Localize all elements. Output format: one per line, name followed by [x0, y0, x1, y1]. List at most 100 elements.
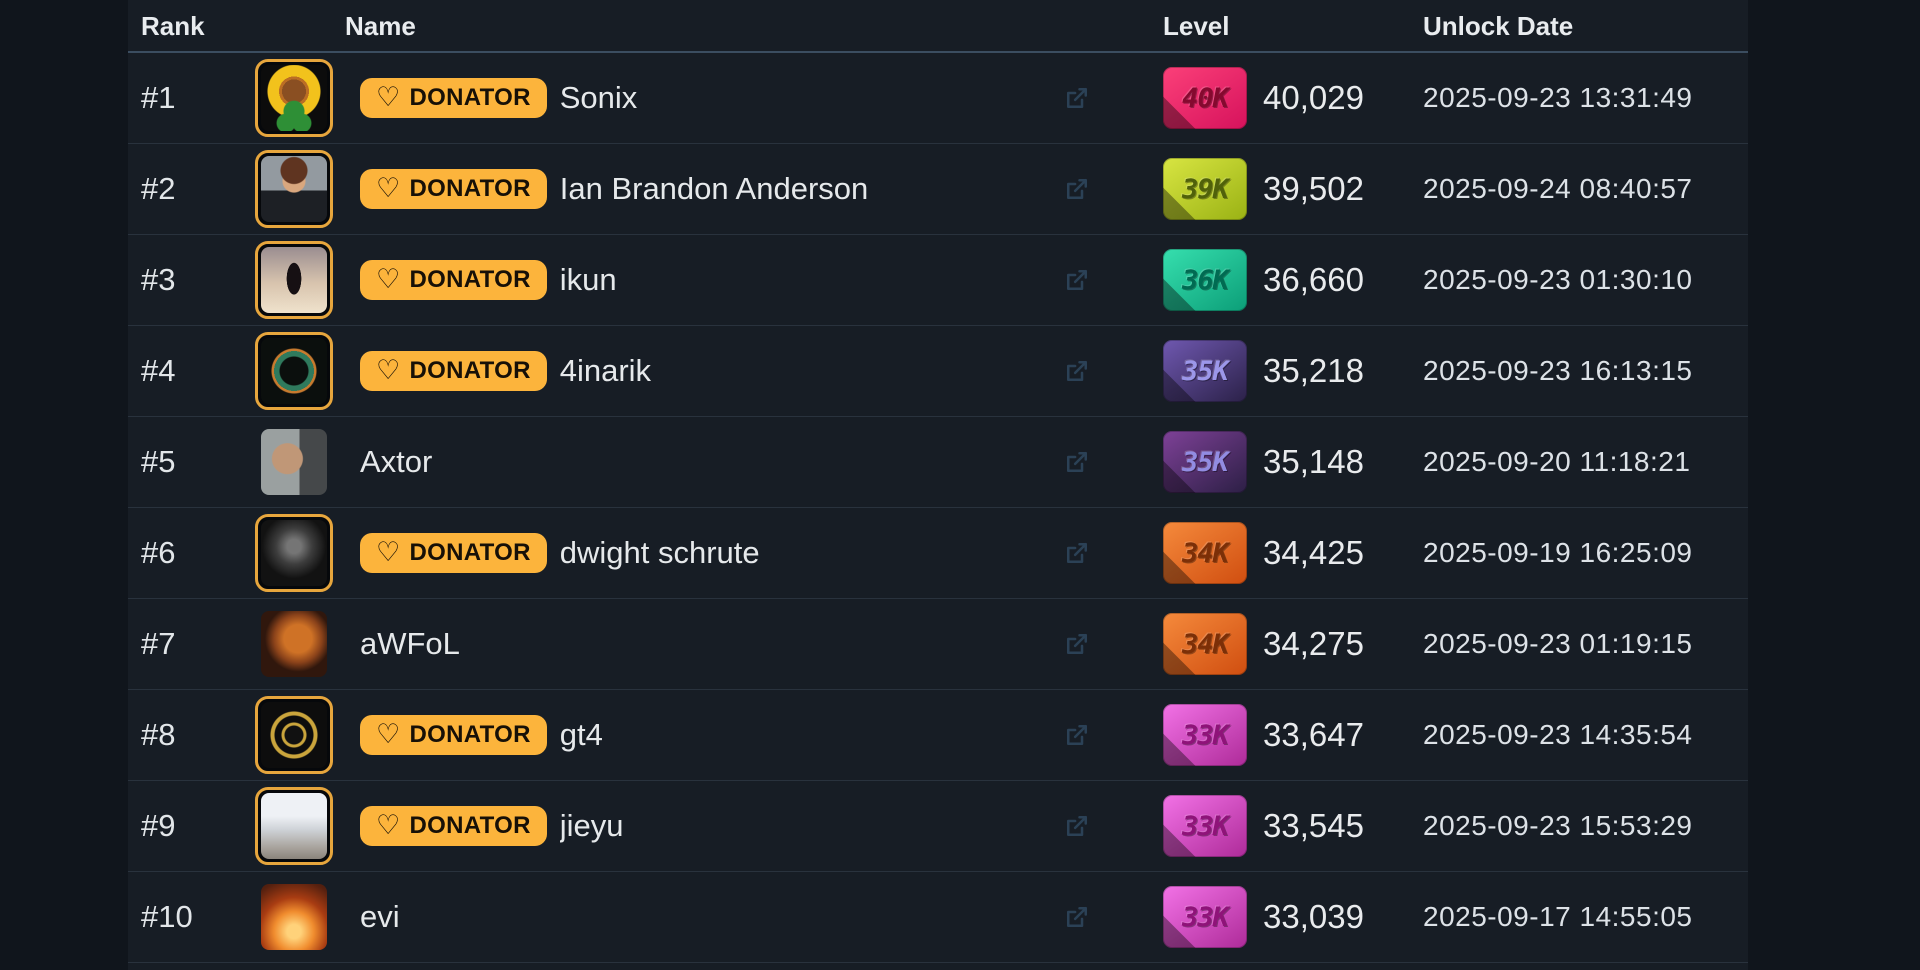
avatar[interactable]	[261, 65, 327, 131]
external-link-cell	[1048, 811, 1148, 841]
leaderboard-row: #2 ♡ DONATOR Ian Brandon Anderson 39K 39,502 2…	[128, 144, 1748, 235]
avatar-cell	[255, 514, 345, 592]
external-link-icon[interactable]	[1062, 629, 1092, 659]
external-link-icon[interactable]	[1062, 83, 1092, 113]
donator-badge[interactable]: ♡ DONATOR	[360, 169, 547, 209]
external-link-icon[interactable]	[1062, 356, 1092, 386]
level-value: 39,502	[1263, 170, 1364, 207]
avatar-cell	[255, 332, 345, 410]
level-badge: 33K	[1163, 704, 1247, 766]
rank-cell: #8	[141, 717, 176, 752]
player-name[interactable]: gt4	[559, 717, 603, 752]
avatar[interactable]	[261, 247, 327, 313]
external-link-icon[interactable]	[1062, 811, 1092, 841]
player-name[interactable]: dwight schrute	[559, 535, 760, 570]
donator-badge[interactable]: ♡ DONATOR	[360, 533, 547, 573]
leaderboard-row: #7 aWFoL 34K 34,275 2025-09-23 01:19:15	[128, 599, 1748, 690]
player-name[interactable]: evi	[360, 899, 400, 934]
leaderboard-row: #6 ♡ DONATOR dwight schrute 34K 34,425 2025-09…	[128, 508, 1748, 599]
column-header-rank[interactable]: Rank	[141, 10, 205, 41]
player-name[interactable]: Axtor	[360, 444, 433, 479]
avatar[interactable]	[261, 429, 327, 495]
level-value: 35,218	[1263, 352, 1364, 389]
level-badge: 33K	[1163, 795, 1247, 857]
level-cell: 39K 39,502	[1148, 158, 1423, 220]
column-header-name[interactable]: Name	[345, 10, 416, 41]
avatar[interactable]	[261, 793, 327, 859]
avatar-cell	[255, 878, 345, 956]
avatar-frame	[255, 423, 333, 501]
avatar-frame	[255, 605, 333, 683]
avatar-frame	[255, 59, 333, 137]
rank-cell: #3	[141, 262, 176, 297]
external-link-cell	[1048, 720, 1148, 750]
heart-icon: ♡	[376, 718, 401, 749]
donator-label: DONATOR	[409, 812, 531, 839]
avatar[interactable]	[261, 884, 327, 950]
player-name[interactable]: 4inarik	[559, 353, 652, 388]
player-name[interactable]: jieyu	[559, 808, 624, 843]
leaderboard-table: Rank Name Level Unlock Date #1 ♡ DONATOR So…	[128, 0, 1748, 970]
donator-badge[interactable]: ♡ DONATOR	[360, 78, 547, 118]
unlock-date: 2025-09-23 14:35:54	[1423, 719, 1693, 750]
level-badge: 36K	[1163, 249, 1247, 311]
rank-cell: #10	[141, 899, 193, 934]
leaderboard-row: #1 ♡ DONATOR Sonix 40K 40,029 2025-09-23 13:31…	[128, 53, 1748, 144]
player-name[interactable]: ikun	[559, 262, 617, 297]
player-name[interactable]: Ian Brandon Anderson	[559, 171, 869, 206]
donator-label: DONATOR	[409, 721, 531, 748]
avatar[interactable]	[261, 338, 327, 404]
avatar[interactable]	[261, 702, 327, 768]
level-cell: 35K 35,148	[1148, 431, 1423, 493]
column-header-unlock-date[interactable]: Unlock Date	[1423, 10, 1574, 41]
name-cell: aWFoL	[345, 626, 1048, 662]
unlock-date: 2025-09-23 01:30:10	[1423, 264, 1693, 295]
external-link-icon[interactable]	[1062, 538, 1092, 568]
level-badge: 33K	[1163, 886, 1247, 948]
player-name[interactable]: aWFoL	[360, 626, 460, 661]
donator-badge[interactable]: ♡ DONATOR	[360, 260, 547, 300]
external-link-icon[interactable]	[1062, 174, 1092, 204]
level-badge: 35K	[1163, 431, 1247, 493]
level-value: 33,647	[1263, 716, 1364, 753]
player-name[interactable]: Sonix	[559, 80, 638, 115]
external-link-icon[interactable]	[1062, 720, 1092, 750]
table-body: #1 ♡ DONATOR Sonix 40K 40,029 2025-09-23 13:31…	[128, 53, 1748, 963]
name-cell: ♡ DONATOR jieyu	[345, 806, 1048, 846]
heart-icon: ♡	[376, 81, 401, 112]
level-badge: 40K	[1163, 67, 1247, 129]
external-link-cell	[1048, 265, 1148, 295]
rank-cell: #5	[141, 444, 176, 479]
avatar[interactable]	[261, 156, 327, 222]
rank-cell: #4	[141, 353, 176, 388]
level-value: 33,039	[1263, 898, 1364, 935]
donator-badge[interactable]: ♡ DONATOR	[360, 806, 547, 846]
heart-icon: ♡	[376, 809, 401, 840]
avatar[interactable]	[261, 520, 327, 586]
rank-cell: #6	[141, 535, 176, 570]
avatar-cell	[255, 423, 345, 501]
heart-icon: ♡	[376, 354, 401, 385]
donator-badge[interactable]: ♡ DONATOR	[360, 351, 547, 391]
donator-label: DONATOR	[409, 357, 531, 384]
avatar-cell	[255, 696, 345, 774]
name-cell: Axtor	[345, 444, 1048, 480]
avatar-frame	[255, 514, 333, 592]
rank-cell: #2	[141, 171, 176, 206]
level-badge: 34K	[1163, 522, 1247, 584]
external-link-cell	[1048, 174, 1148, 204]
external-link-icon[interactable]	[1062, 447, 1092, 477]
level-cell: 33K 33,545	[1148, 795, 1423, 857]
leaderboard-row: #4 ♡ DONATOR 4inarik 35K 35,218 2025-09-23 16:…	[128, 326, 1748, 417]
donator-badge[interactable]: ♡ DONATOR	[360, 715, 547, 755]
rank-cell: #9	[141, 808, 176, 843]
unlock-date: 2025-09-23 16:13:15	[1423, 355, 1693, 386]
table-header: Rank Name Level Unlock Date	[128, 0, 1748, 53]
external-link-icon[interactable]	[1062, 265, 1092, 295]
external-link-icon[interactable]	[1062, 902, 1092, 932]
donator-label: DONATOR	[409, 175, 531, 202]
name-cell: ♡ DONATOR ikun	[345, 260, 1048, 300]
column-header-level[interactable]: Level	[1163, 10, 1230, 41]
name-cell: ♡ DONATOR Sonix	[345, 78, 1048, 118]
avatar[interactable]	[261, 611, 327, 677]
